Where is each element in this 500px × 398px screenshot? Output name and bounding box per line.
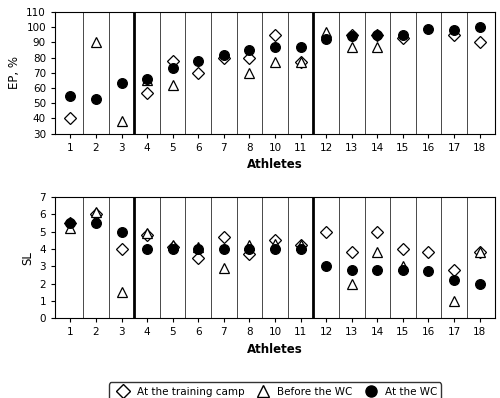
X-axis label: Athletes: Athletes	[247, 158, 303, 171]
Y-axis label: SL: SL	[21, 251, 34, 265]
Legend: At the training camp, Before the WC, At the WC: At the training camp, Before the WC, At …	[109, 382, 441, 398]
Y-axis label: EP, %: EP, %	[8, 56, 20, 89]
X-axis label: Athletes: Athletes	[247, 343, 303, 356]
